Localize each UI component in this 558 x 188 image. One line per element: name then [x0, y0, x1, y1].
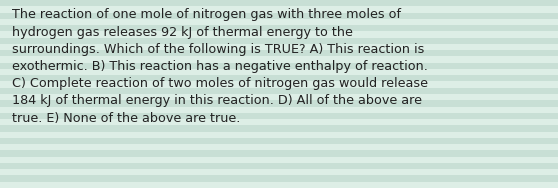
- Bar: [0, 182, 558, 188]
- Bar: [0, 75, 558, 81]
- Bar: [0, 169, 558, 175]
- Bar: [0, 44, 558, 50]
- Bar: [0, 81, 558, 88]
- Bar: [0, 19, 558, 25]
- Bar: [0, 144, 558, 150]
- Bar: [0, 31, 558, 38]
- Bar: [0, 119, 558, 125]
- Bar: [0, 94, 558, 100]
- Bar: [0, 157, 558, 163]
- Bar: [0, 150, 558, 157]
- Bar: [0, 163, 558, 169]
- Bar: [0, 13, 558, 19]
- Bar: [0, 107, 558, 113]
- Bar: [0, 113, 558, 119]
- Bar: [0, 63, 558, 69]
- Bar: [0, 88, 558, 94]
- Bar: [0, 125, 558, 132]
- Bar: [0, 138, 558, 144]
- Bar: [0, 175, 558, 182]
- Bar: [0, 56, 558, 63]
- Bar: [0, 132, 558, 138]
- Bar: [0, 6, 558, 13]
- Bar: [0, 25, 558, 31]
- Bar: [0, 0, 558, 6]
- Text: The reaction of one mole of nitrogen gas with three moles of
hydrogen gas releas: The reaction of one mole of nitrogen gas…: [12, 8, 429, 125]
- Bar: [0, 100, 558, 107]
- Bar: [0, 38, 558, 44]
- Bar: [0, 69, 558, 75]
- Bar: [0, 50, 558, 56]
